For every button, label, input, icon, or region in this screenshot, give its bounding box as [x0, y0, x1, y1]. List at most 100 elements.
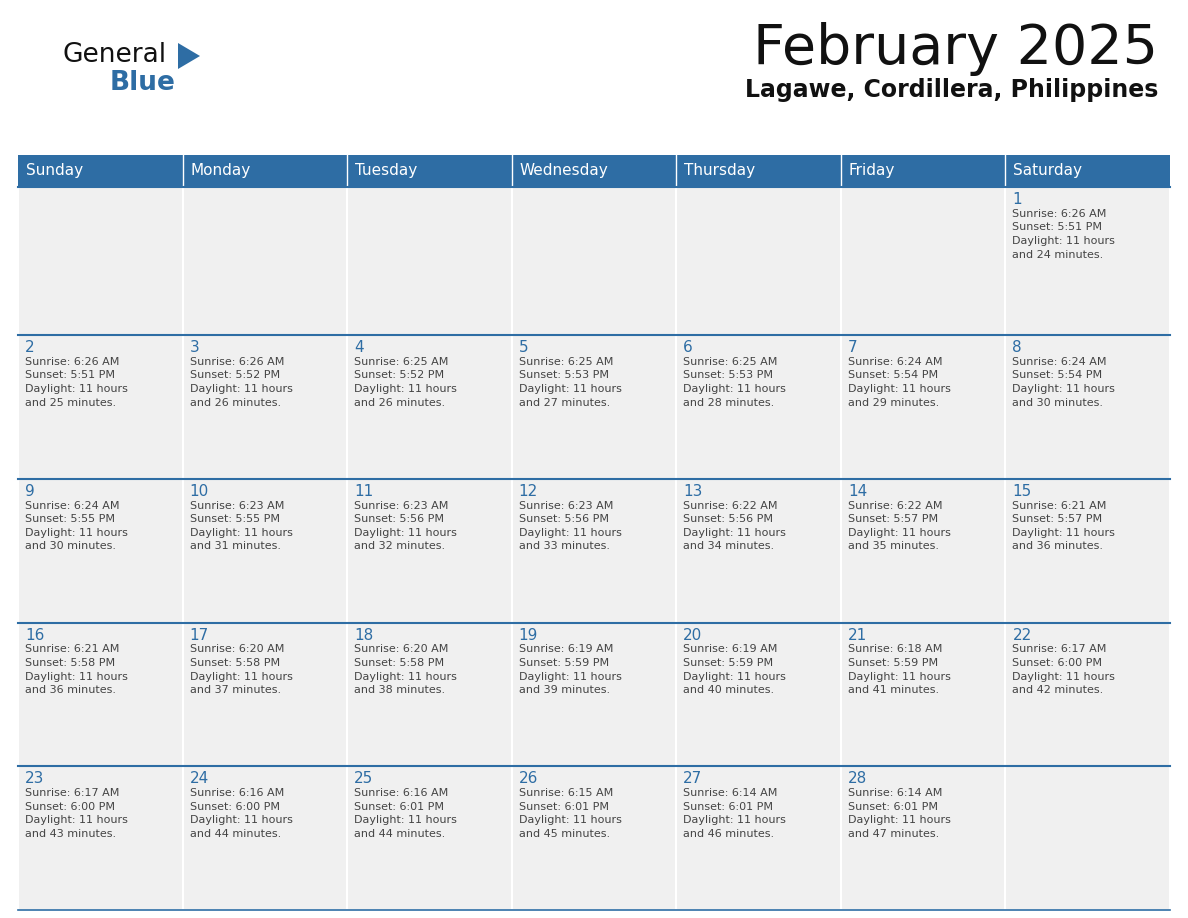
Text: Daylight: 11 hours: Daylight: 11 hours: [519, 384, 621, 394]
Text: Sunrise: 6:23 AM: Sunrise: 6:23 AM: [519, 500, 613, 510]
Bar: [347, 187, 512, 335]
Bar: [676, 155, 841, 187]
Text: Friday: Friday: [849, 163, 896, 178]
Text: Sunrise: 6:23 AM: Sunrise: 6:23 AM: [354, 500, 449, 510]
Text: 24: 24: [190, 771, 209, 786]
Text: Daylight: 11 hours: Daylight: 11 hours: [1012, 236, 1116, 246]
Text: Sunset: 5:57 PM: Sunset: 5:57 PM: [848, 514, 939, 524]
Text: 26: 26: [519, 771, 538, 786]
Text: Sunset: 5:53 PM: Sunset: 5:53 PM: [683, 371, 773, 380]
Text: 13: 13: [683, 484, 702, 498]
Text: Daylight: 11 hours: Daylight: 11 hours: [25, 815, 128, 825]
Text: Sunday: Sunday: [26, 163, 83, 178]
Text: and 36 minutes.: and 36 minutes.: [25, 685, 116, 695]
Bar: [18, 187, 183, 335]
Text: Sunset: 6:00 PM: Sunset: 6:00 PM: [25, 801, 115, 812]
Bar: [676, 767, 841, 910]
Text: and 46 minutes.: and 46 minutes.: [683, 829, 775, 839]
Text: 11: 11: [354, 484, 373, 498]
Text: Sunrise: 6:22 AM: Sunrise: 6:22 AM: [848, 500, 942, 510]
Text: Daylight: 11 hours: Daylight: 11 hours: [190, 671, 292, 681]
Text: Sunset: 6:00 PM: Sunset: 6:00 PM: [1012, 658, 1102, 668]
Text: 18: 18: [354, 628, 373, 643]
Text: and 47 minutes.: and 47 minutes.: [848, 829, 939, 839]
Text: and 43 minutes.: and 43 minutes.: [25, 829, 116, 839]
Text: Sunset: 5:59 PM: Sunset: 5:59 PM: [519, 658, 608, 668]
Bar: [183, 335, 347, 479]
Text: 16: 16: [25, 628, 44, 643]
Text: Sunset: 5:58 PM: Sunset: 5:58 PM: [190, 658, 279, 668]
Text: 23: 23: [25, 771, 44, 786]
Text: Sunset: 5:51 PM: Sunset: 5:51 PM: [1012, 222, 1102, 232]
Text: 7: 7: [848, 340, 858, 355]
Text: Sunset: 6:00 PM: Sunset: 6:00 PM: [190, 801, 279, 812]
Text: Sunrise: 6:26 AM: Sunrise: 6:26 AM: [190, 357, 284, 367]
Text: and 31 minutes.: and 31 minutes.: [190, 542, 280, 551]
Bar: [183, 622, 347, 767]
Text: and 24 minutes.: and 24 minutes.: [1012, 250, 1104, 260]
Text: Sunrise: 6:21 AM: Sunrise: 6:21 AM: [25, 644, 119, 655]
Bar: [512, 479, 676, 622]
Bar: [18, 335, 183, 479]
Text: February 2025: February 2025: [753, 22, 1158, 76]
Text: and 29 minutes.: and 29 minutes.: [848, 397, 939, 408]
Text: Sunrise: 6:15 AM: Sunrise: 6:15 AM: [519, 789, 613, 799]
Text: Daylight: 11 hours: Daylight: 11 hours: [190, 528, 292, 538]
Text: and 45 minutes.: and 45 minutes.: [519, 829, 609, 839]
Text: Sunset: 5:57 PM: Sunset: 5:57 PM: [1012, 514, 1102, 524]
Text: Sunrise: 6:16 AM: Sunrise: 6:16 AM: [190, 789, 284, 799]
Bar: [676, 479, 841, 622]
Text: Sunrise: 6:26 AM: Sunrise: 6:26 AM: [1012, 209, 1107, 219]
Text: Sunset: 5:58 PM: Sunset: 5:58 PM: [354, 658, 444, 668]
Text: Sunrise: 6:14 AM: Sunrise: 6:14 AM: [683, 789, 778, 799]
Bar: [512, 187, 676, 335]
Text: 2: 2: [25, 340, 34, 355]
Text: and 37 minutes.: and 37 minutes.: [190, 685, 280, 695]
Bar: [841, 335, 1005, 479]
Text: and 35 minutes.: and 35 minutes.: [848, 542, 939, 551]
Bar: [512, 335, 676, 479]
Bar: [183, 479, 347, 622]
Text: Sunrise: 6:18 AM: Sunrise: 6:18 AM: [848, 644, 942, 655]
Text: Sunrise: 6:23 AM: Sunrise: 6:23 AM: [190, 500, 284, 510]
Text: Thursday: Thursday: [684, 163, 756, 178]
Text: Daylight: 11 hours: Daylight: 11 hours: [848, 528, 950, 538]
Bar: [347, 479, 512, 622]
Text: 28: 28: [848, 771, 867, 786]
Text: Sunrise: 6:19 AM: Sunrise: 6:19 AM: [683, 644, 778, 655]
Text: Sunrise: 6:21 AM: Sunrise: 6:21 AM: [1012, 500, 1107, 510]
Text: Daylight: 11 hours: Daylight: 11 hours: [25, 671, 128, 681]
Text: Sunset: 6:01 PM: Sunset: 6:01 PM: [354, 801, 444, 812]
Text: 20: 20: [683, 628, 702, 643]
Text: and 26 minutes.: and 26 minutes.: [354, 397, 446, 408]
Bar: [183, 767, 347, 910]
Bar: [347, 622, 512, 767]
Text: 22: 22: [1012, 628, 1031, 643]
Bar: [1005, 479, 1170, 622]
Text: Sunrise: 6:25 AM: Sunrise: 6:25 AM: [354, 357, 449, 367]
Text: 5: 5: [519, 340, 529, 355]
Text: Sunset: 5:58 PM: Sunset: 5:58 PM: [25, 658, 115, 668]
Bar: [841, 767, 1005, 910]
Bar: [347, 155, 512, 187]
Text: Daylight: 11 hours: Daylight: 11 hours: [1012, 528, 1116, 538]
Bar: [676, 335, 841, 479]
Text: 10: 10: [190, 484, 209, 498]
Bar: [1005, 187, 1170, 335]
Text: Daylight: 11 hours: Daylight: 11 hours: [190, 384, 292, 394]
Text: Sunrise: 6:25 AM: Sunrise: 6:25 AM: [519, 357, 613, 367]
Text: and 44 minutes.: and 44 minutes.: [354, 829, 446, 839]
Text: Sunset: 5:52 PM: Sunset: 5:52 PM: [354, 371, 444, 380]
Text: and 30 minutes.: and 30 minutes.: [1012, 397, 1104, 408]
Text: Daylight: 11 hours: Daylight: 11 hours: [848, 815, 950, 825]
Bar: [183, 187, 347, 335]
Bar: [1005, 155, 1170, 187]
Text: Sunset: 5:56 PM: Sunset: 5:56 PM: [354, 514, 444, 524]
Text: Daylight: 11 hours: Daylight: 11 hours: [354, 671, 457, 681]
Bar: [18, 155, 183, 187]
Text: Sunset: 6:01 PM: Sunset: 6:01 PM: [519, 801, 608, 812]
Text: Sunset: 5:56 PM: Sunset: 5:56 PM: [519, 514, 608, 524]
Text: 14: 14: [848, 484, 867, 498]
Text: Daylight: 11 hours: Daylight: 11 hours: [25, 528, 128, 538]
Bar: [183, 155, 347, 187]
